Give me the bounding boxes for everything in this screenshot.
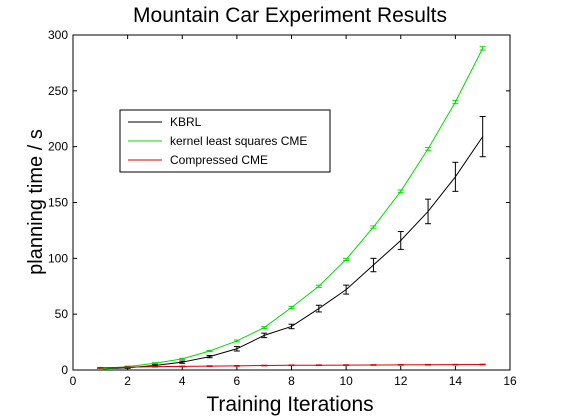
- x-tick-label: 16: [503, 374, 517, 388]
- legend: KBRL kernel least squares CME Compressed C…: [120, 110, 330, 172]
- x-tick-label: 0: [70, 374, 77, 388]
- x-tick-label: 12: [394, 374, 408, 388]
- x-tick-label: 2: [124, 374, 131, 388]
- error-bar: [152, 366, 158, 367]
- x-tick-label: 4: [179, 374, 186, 388]
- plot-area: [73, 35, 510, 370]
- x-tick-label: 14: [449, 374, 463, 388]
- error-bar: [343, 365, 349, 366]
- error-bar: [179, 366, 185, 367]
- error-bar: [207, 366, 213, 367]
- error-bar: [452, 364, 458, 365]
- legend-label: kernel least squares CME: [170, 134, 307, 148]
- legend-label: Compressed CME: [170, 153, 268, 167]
- x-tick-label: 6: [234, 374, 241, 388]
- error-bar: [234, 366, 240, 367]
- x-tick-label: 8: [288, 374, 295, 388]
- error-bar: [261, 365, 267, 366]
- error-bar: [370, 365, 376, 366]
- error-bar: [398, 365, 404, 366]
- y-tick-label: 150: [48, 196, 68, 210]
- y-tick-label: 50: [55, 307, 69, 321]
- error-bar: [425, 364, 431, 365]
- y-tick-label: 100: [48, 251, 68, 265]
- error-bar: [480, 364, 486, 365]
- error-bar: [289, 365, 295, 366]
- legend-label: KBRL: [170, 115, 202, 129]
- chart-title: Mountain Car Experiment Results: [133, 4, 447, 27]
- error-bar: [97, 367, 103, 368]
- x-axis-label: Training Iterations: [206, 393, 373, 416]
- y-tick-label: 0: [61, 363, 68, 377]
- x-tick-label: 10: [339, 374, 353, 388]
- y-tick-label: 200: [48, 140, 68, 154]
- y-tick-label: 300: [48, 28, 68, 42]
- error-bar: [125, 367, 131, 368]
- error-bar: [316, 365, 322, 366]
- y-axis-label: planning time / s: [25, 129, 47, 275]
- y-tick-label: 250: [48, 84, 68, 98]
